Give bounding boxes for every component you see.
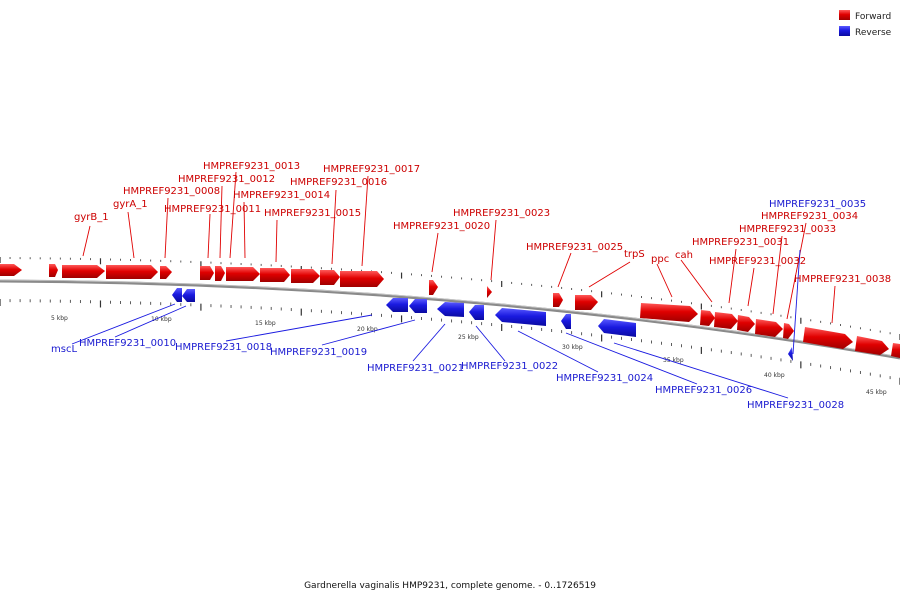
forward-gene-labels: gyrB_1 gyrA_1 HMPREF9231_0008 HMPREF9231… [74, 161, 891, 285]
gene-forward[interactable] [49, 264, 58, 277]
scale-ticks [0, 257, 900, 385]
gene-label[interactable]: HMPREF9231_0017 [323, 164, 420, 175]
gene-forward[interactable] [575, 295, 598, 310]
gene-forward[interactable] [783, 323, 794, 339]
legend: Forward Reverse [839, 10, 892, 38]
gene-forward[interactable] [106, 265, 158, 279]
gene-label[interactable]: HMPREF9231_0024 [556, 373, 653, 384]
gene-forward[interactable] [803, 327, 853, 349]
gene-label[interactable]: HMPREF9231_0020 [393, 221, 490, 232]
gene-forward[interactable] [891, 343, 900, 358]
gene-label[interactable]: HMPREF9231_0022 [461, 361, 558, 372]
gene-label[interactable]: trpS [624, 249, 645, 260]
gene-label[interactable]: HMPREF9231_0011 [164, 204, 261, 215]
gene-reverse[interactable] [598, 319, 636, 337]
gene-label[interactable]: HMPREF9231_0025 [526, 242, 623, 253]
gene-label[interactable]: HMPREF9231_0016 [290, 177, 387, 188]
scale-label: 45 kbp [866, 389, 887, 396]
gene-forward[interactable] [553, 293, 563, 307]
reverse-leader-lines [71, 249, 801, 399]
gene-forward[interactable] [429, 280, 438, 295]
scale-label: 40 kbp [764, 372, 785, 379]
gene-reverse[interactable] [182, 289, 195, 302]
gene-forward[interactable] [200, 266, 214, 280]
gene-label[interactable]: gyrA_1 [113, 199, 148, 210]
legend-reverse-swatch [839, 26, 850, 36]
gene-forward[interactable] [62, 265, 105, 278]
gene-reverse[interactable] [788, 347, 793, 361]
scale-label: 30 kbp [562, 344, 583, 351]
gene-reverse[interactable] [172, 288, 182, 302]
gene-forward[interactable] [260, 268, 290, 282]
gene-label[interactable]: ppc [651, 254, 669, 265]
gene-forward[interactable] [755, 319, 783, 337]
gene-label[interactable]: HMPREF9231_0038 [794, 274, 891, 285]
gene-label[interactable]: HMPREF9231_0034 [761, 211, 858, 222]
genome-caption: Gardnerella vaginalis HMP9231, complete … [304, 581, 596, 591]
scale-label: 25 kbp [458, 334, 479, 341]
legend-forward-swatch [839, 10, 850, 20]
gene-forward[interactable] [0, 264, 22, 276]
gene-label[interactable]: HMPREF9231_0015 [264, 208, 361, 219]
forward-leader-lines [82, 171, 836, 324]
gene-label[interactable]: HMPREF9231_0018 [175, 342, 272, 353]
gene-forward[interactable] [340, 271, 384, 287]
gene-forward[interactable] [737, 315, 755, 332]
gene-forward[interactable] [855, 336, 889, 355]
reverse-genes [172, 288, 793, 361]
scale-label: 15 kbp [255, 320, 276, 327]
gene-forward[interactable] [320, 270, 340, 285]
gene-forward[interactable] [226, 267, 260, 281]
legend-reverse-label: Reverse [855, 28, 892, 38]
gene-label[interactable]: HMPREF9231_0028 [747, 400, 844, 411]
gene-label[interactable]: HMPREF9231_0014 [233, 190, 330, 201]
gene-label[interactable]: HMPREF9231_0033 [739, 224, 836, 235]
gene-reverse[interactable] [437, 302, 464, 317]
scale-labels: 5 kbp 10 kbp 15 kbp 20 kbp 25 kbp 30 kbp… [51, 315, 887, 396]
gene-label[interactable]: HMPREF9231_0010 [79, 338, 176, 349]
gene-reverse[interactable] [561, 314, 571, 329]
gene-forward[interactable] [160, 266, 172, 279]
forward-genes [0, 264, 900, 358]
gene-reverse[interactable] [386, 298, 408, 312]
gene-label[interactable]: HMPREF9231_0032 [709, 256, 806, 267]
scale-label: 10 kbp [151, 316, 172, 323]
gene-reverse[interactable] [469, 305, 484, 320]
gene-forward[interactable] [640, 303, 698, 322]
gene-label[interactable]: HMPREF9231_0035 [769, 199, 866, 210]
legend-forward-label: Forward [855, 12, 891, 22]
scale-label: 20 kbp [357, 326, 378, 333]
gene-forward[interactable] [487, 286, 492, 298]
gene-reverse[interactable] [495, 308, 546, 326]
scale-label: 35 kbp [663, 357, 684, 364]
gene-label[interactable]: cah [675, 250, 693, 261]
gene-forward[interactable] [714, 312, 738, 329]
reverse-gene-labels: HMPREF9231_0035 mscL HMPREF9231_0010 HMP… [51, 199, 866, 411]
gene-label[interactable]: HMPREF9231_0023 [453, 208, 550, 219]
gene-label[interactable]: HMPREF9231_0013 [203, 161, 300, 172]
gene-label[interactable]: HMPREF9231_0021 [367, 363, 464, 374]
gene-forward[interactable] [291, 269, 320, 283]
scale-label: 5 kbp [51, 315, 68, 322]
gene-forward[interactable] [215, 266, 225, 281]
genome-backbone [0, 279, 900, 360]
gene-label[interactable]: HMPREF9231_0026 [655, 385, 752, 396]
gene-forward[interactable] [700, 310, 715, 326]
gene-label[interactable]: HMPREF9231_0012 [178, 174, 275, 185]
gene-reverse[interactable] [409, 299, 427, 313]
gene-label[interactable]: mscL [51, 344, 77, 355]
gene-label[interactable]: HMPREF9231_0019 [270, 347, 367, 358]
gene-label[interactable]: HMPREF9231_0031 [692, 237, 789, 248]
gene-label[interactable]: gyrB_1 [74, 212, 109, 223]
gene-label[interactable]: HMPREF9231_0008 [123, 186, 220, 197]
